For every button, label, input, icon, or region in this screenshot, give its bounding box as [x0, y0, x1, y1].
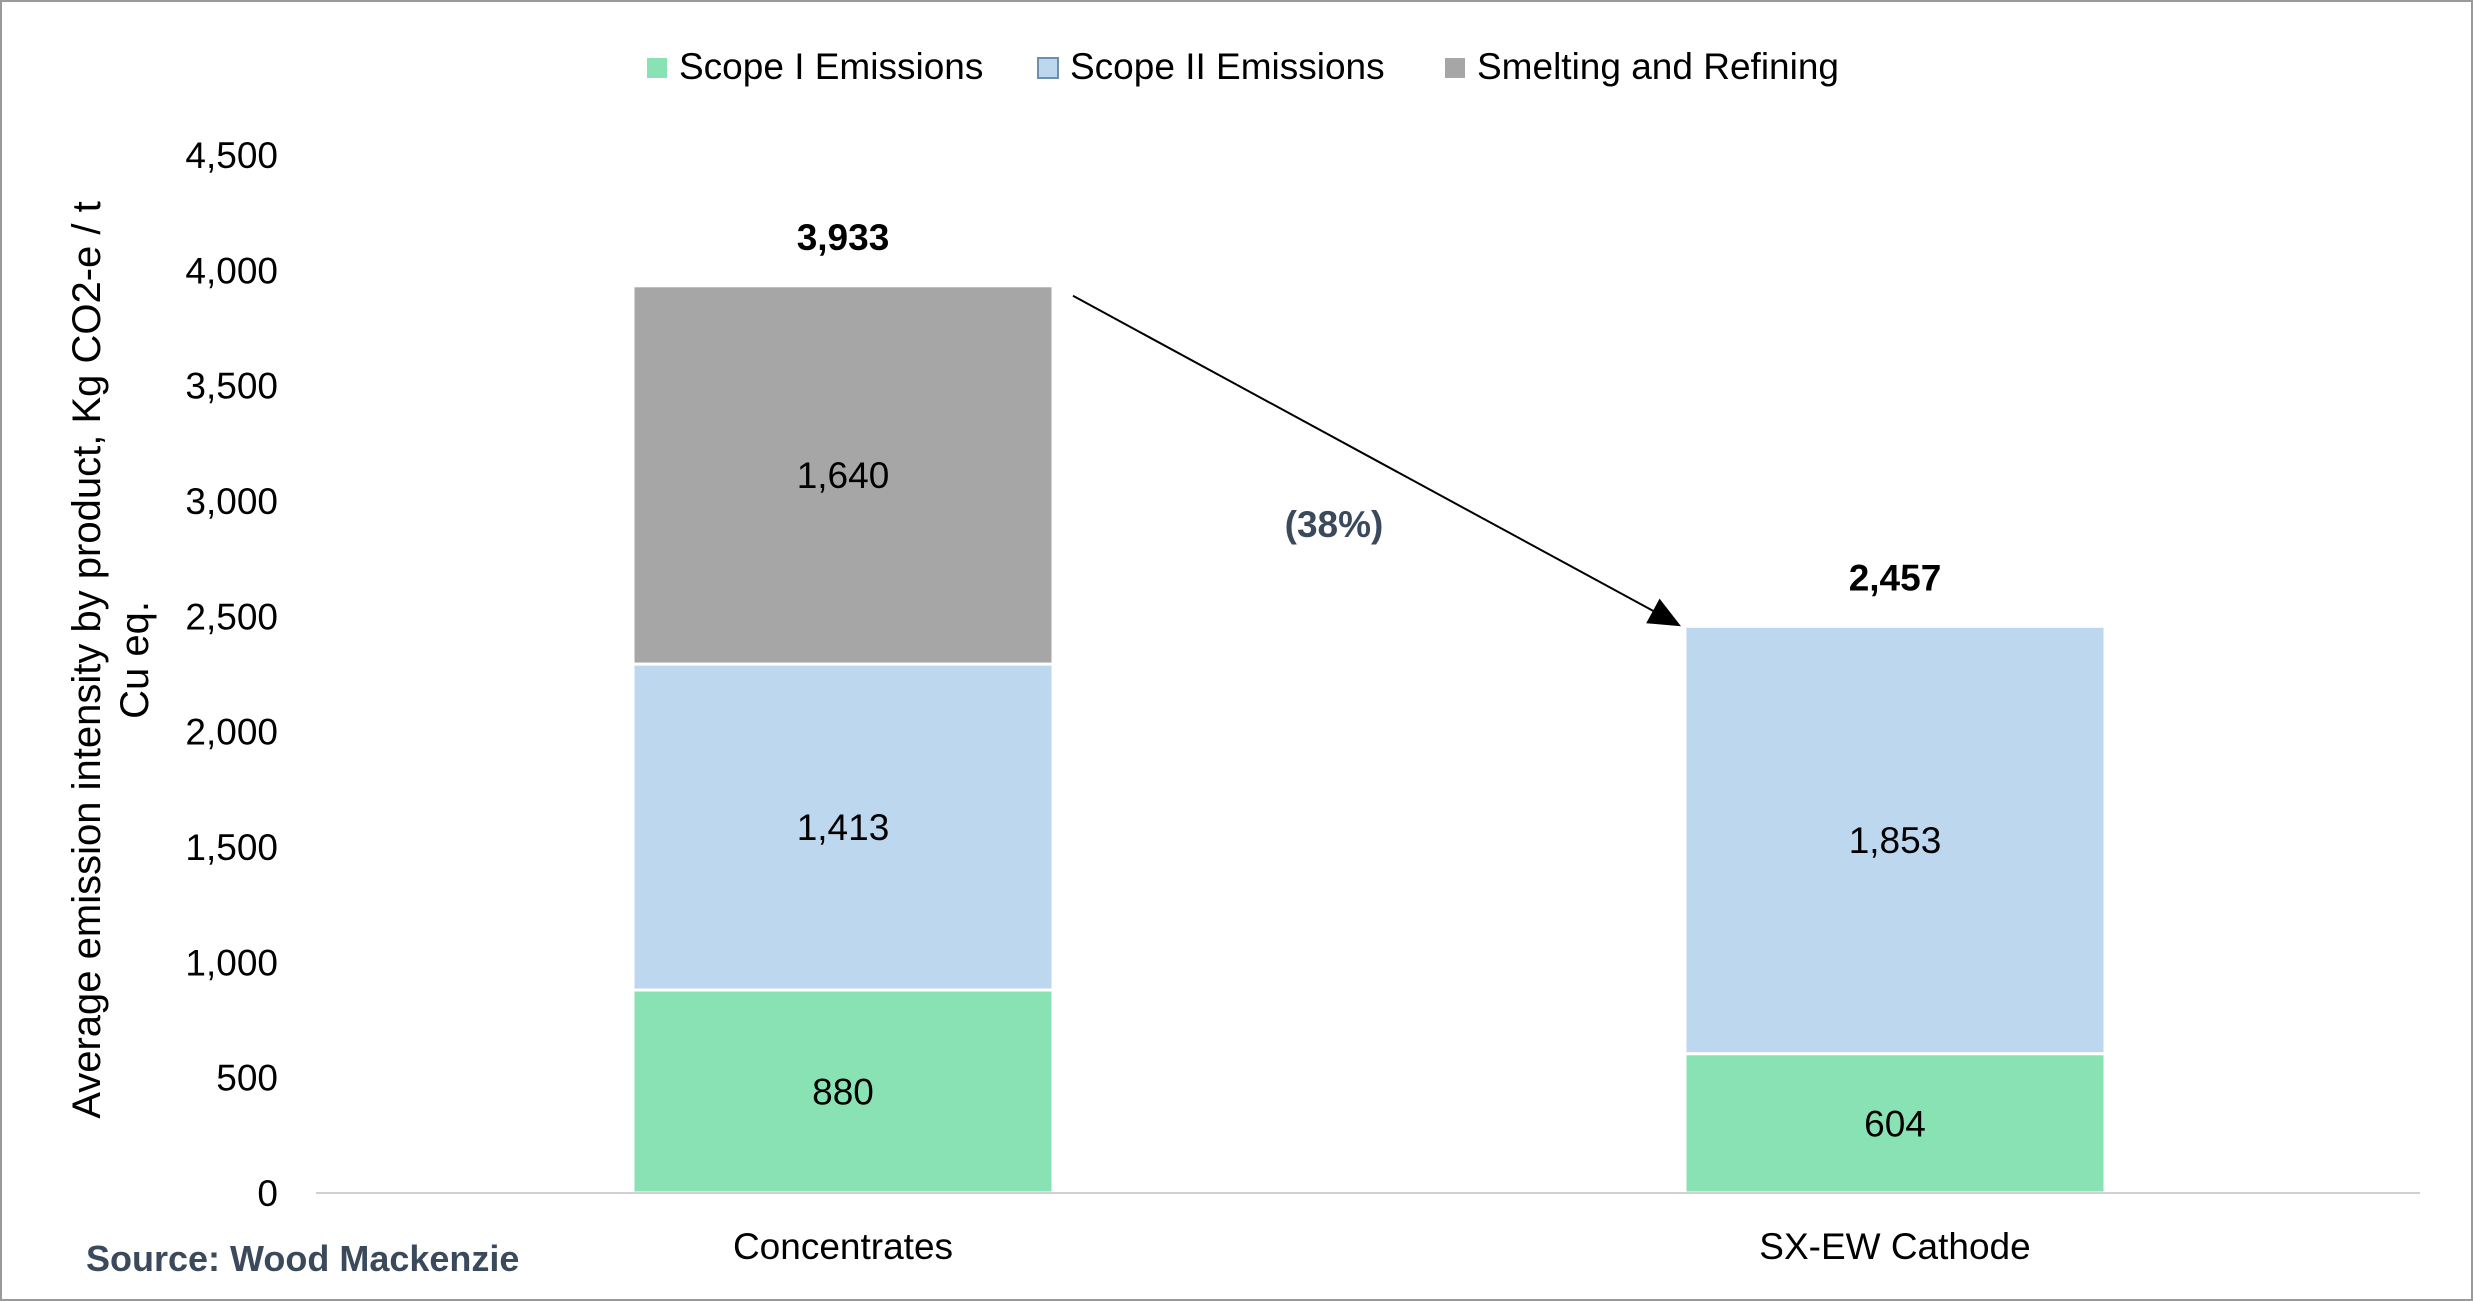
change-arrow-head	[1646, 598, 1681, 627]
y-tick-label: 4,000	[185, 250, 278, 291]
change-annotation: (38%)	[1072, 294, 1681, 627]
y-tick-label: 2,500	[185, 596, 278, 637]
bar-total-label: 3,933	[797, 217, 890, 258]
y-tick-label: 1,000	[185, 942, 278, 983]
source-note: Source: Wood Mackenzie	[86, 1238, 519, 1279]
y-tick-label: 2,000	[185, 712, 278, 753]
bar-segment-label: 1,413	[797, 807, 890, 848]
y-tick-label: 3,000	[185, 481, 278, 522]
y-tick-label: 4,500	[185, 135, 278, 176]
legend-label: Scope I Emissions	[679, 46, 983, 87]
y-axis: 0 500 1,000 1,500 2,000 2,500 3,000 3,500 4,000 4…	[185, 135, 278, 1214]
bar-segment-label: 1,640	[797, 455, 890, 496]
y-tick-label: 1,500	[185, 827, 278, 868]
change-percent-label: (38%)	[1285, 504, 1384, 545]
bar-segment	[1683, 624, 2107, 1056]
change-arrow-line	[1072, 294, 1664, 618]
x-category-label: Concentrates	[733, 1226, 953, 1267]
legend-label: Smelting and Refining	[1477, 46, 1839, 87]
legend-swatch	[1037, 57, 1059, 79]
bar-segment-label: 604	[1864, 1103, 1926, 1144]
bar-segment-label: 1,853	[1849, 820, 1942, 861]
y-tick-label: 3,500	[185, 366, 278, 407]
bar-total-label: 2,457	[1849, 557, 1942, 598]
y-axis-title-line: Average emission intensity by product, K…	[65, 201, 109, 1118]
bar-segment-label: 880	[812, 1072, 874, 1113]
legend-label: Scope II Emissions	[1070, 46, 1385, 87]
bars: 880 1,413 1,640 3,933 604 1,853 2,457	[631, 217, 2107, 1195]
y-axis-title: Average emission intensity by product, K…	[65, 201, 157, 1118]
legend: Scope I Emissions Scope II Emissions Smelt…	[647, 46, 1839, 87]
bar-segment	[631, 284, 1055, 666]
bar-segment	[631, 988, 1055, 1195]
y-tick-label: 500	[216, 1058, 278, 1099]
y-axis-title-line: Cu eq.	[113, 601, 157, 719]
y-tick-label: 0	[257, 1173, 278, 1214]
x-axis: Concentrates SX-EW Cathode	[316, 1192, 2420, 1267]
legend-swatch	[647, 58, 667, 78]
x-category-label: SX-EW Cathode	[1759, 1226, 2030, 1267]
legend-swatch	[1445, 58, 1465, 78]
